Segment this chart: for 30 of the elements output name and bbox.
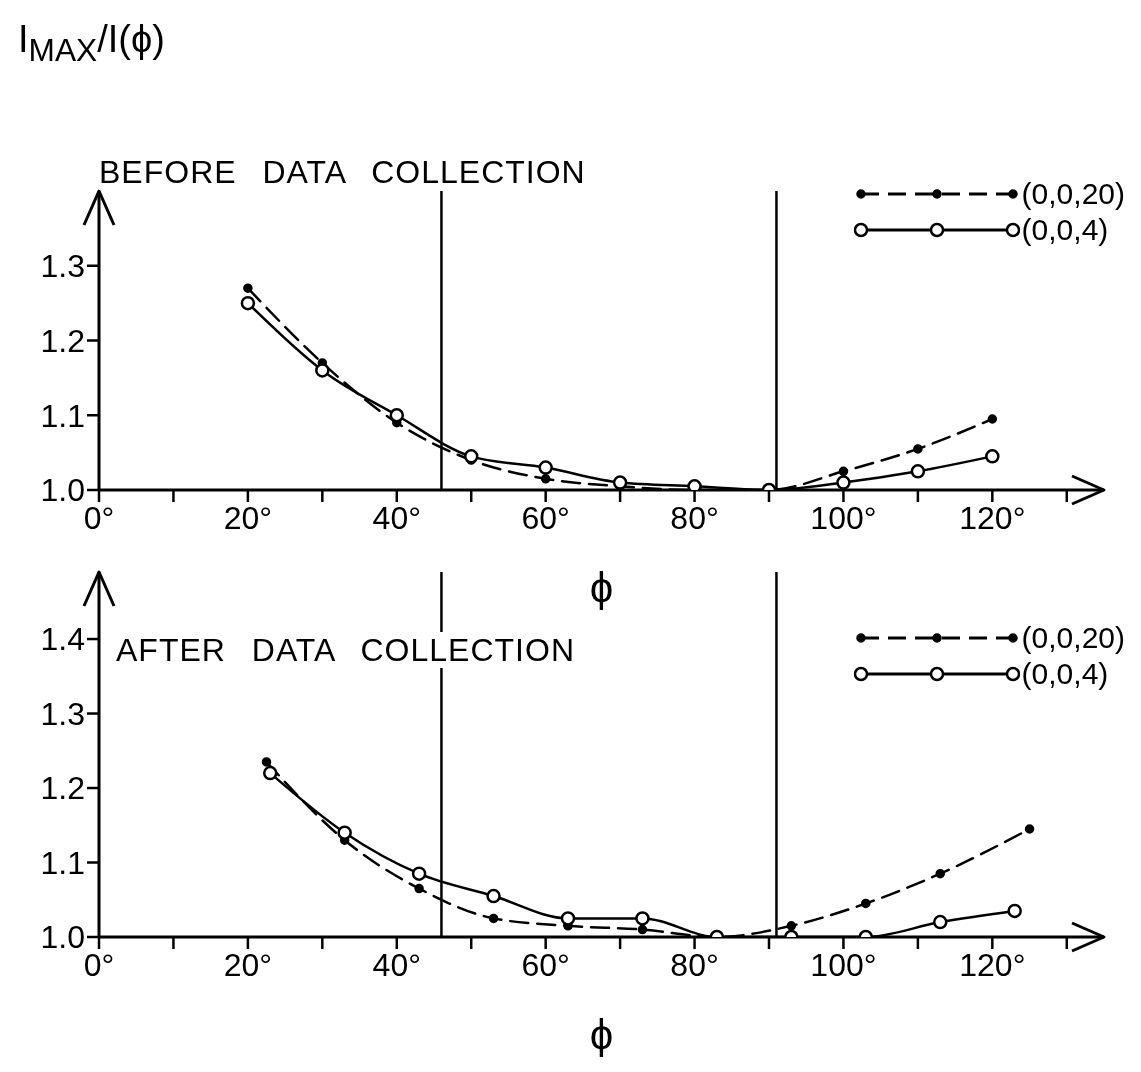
x-tick-label: 20° [223, 946, 273, 983]
x-tick-label: 60° [521, 499, 570, 536]
y-axis-title: I$_{MAX}$/I(ϕ) [18, 18, 165, 69]
y-tick-label: 1.1 [40, 397, 85, 434]
y-tick-label: 1.3 [40, 695, 85, 732]
x-tick-label: 60° [521, 946, 570, 983]
x-tick-label: 120° [959, 946, 1026, 983]
x-tick-label: 120° [959, 499, 1026, 536]
x-tick-label: 20° [223, 499, 273, 536]
x-tick-label: 80° [670, 499, 719, 536]
x-tick-label: 100° [810, 499, 877, 536]
y-tick-label: 1.4 [40, 621, 85, 658]
x-tick-label: 0° [83, 946, 115, 983]
x-tick-label: 0° [83, 499, 115, 536]
y-tick-label: 1.1 [40, 844, 85, 881]
legend-label: (0,0,20) [1021, 177, 1125, 211]
x-tick-label: 40° [372, 499, 421, 536]
y-tick-label: 1.0 [40, 472, 85, 509]
legend-label: (0,0,4) [1021, 657, 1109, 691]
legend-label: (0,0,4) [1021, 213, 1109, 247]
x-tick-label: 40° [372, 946, 421, 983]
x-tick-label: 100° [810, 946, 877, 983]
y-tick-label: 1.2 [40, 322, 85, 359]
text: AFTER DATA COLLECTION [116, 632, 575, 668]
legend-label: (0,0,20) [1021, 621, 1125, 655]
chart-title: BEFORE DATA COLLECTION [99, 154, 586, 190]
y-tick-label: 1.3 [40, 248, 85, 285]
x-tick-label: 80° [670, 946, 719, 983]
y-tick-label: 1.0 [40, 919, 85, 956]
y-tick-label: 1.2 [40, 770, 85, 807]
